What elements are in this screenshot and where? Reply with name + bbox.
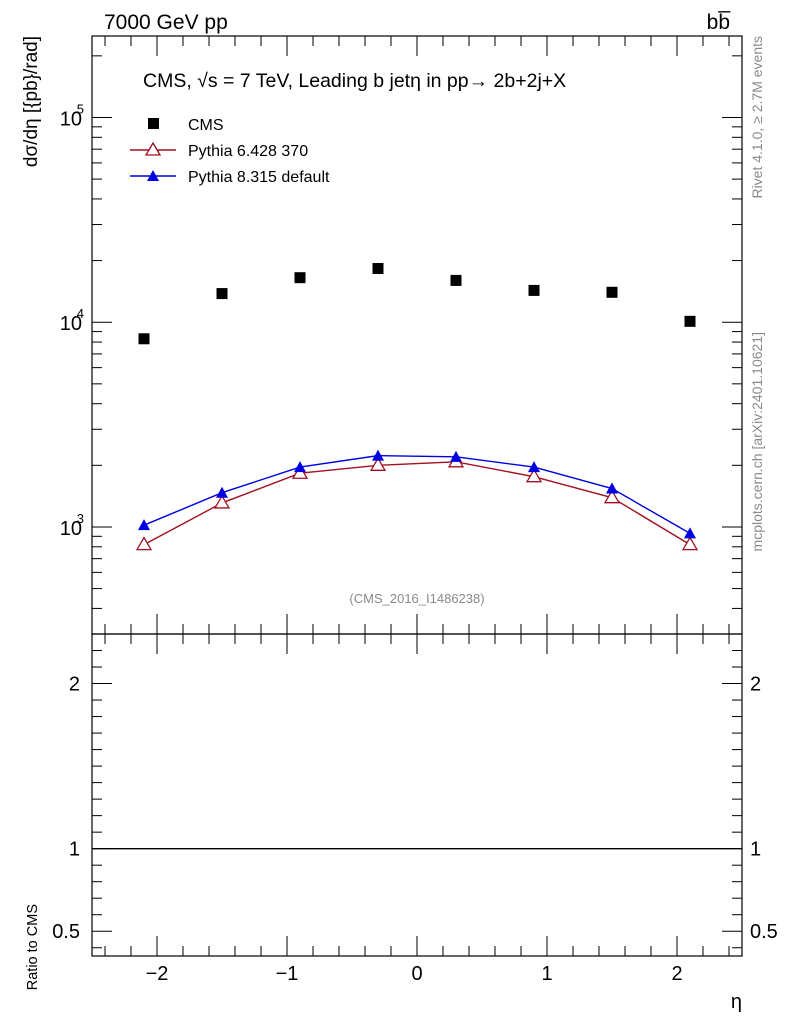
ratio-tick-label-right: 1 bbox=[750, 839, 761, 861]
y-axis-title: dσ/dη [{pb}/rad] bbox=[21, 36, 42, 167]
ratio-tick-label-left: 1 bbox=[69, 839, 80, 861]
legend: CMS Pythia 6.428 370 Pythia 8.315 defaul… bbox=[130, 117, 330, 186]
x-axis-ticks bbox=[104, 36, 730, 956]
data-point-pythia6 bbox=[135, 536, 153, 551]
data-point-cms bbox=[606, 286, 618, 298]
legend-marker-cms bbox=[148, 118, 159, 129]
y-tick-label: 10 bbox=[60, 313, 82, 335]
data-point-pythia8 bbox=[372, 449, 384, 461]
ratio-tick-label-left: 0.5 bbox=[52, 921, 80, 943]
header-right: bb̅ bbox=[707, 11, 732, 34]
series-layer bbox=[135, 262, 699, 551]
legend-marker-pythia8 bbox=[147, 170, 159, 181]
ratio-tick-label-right: 0.5 bbox=[750, 921, 778, 943]
y-tick-exponent: 3 bbox=[77, 511, 84, 526]
y-tick-label: 10 bbox=[60, 108, 82, 130]
analysis-watermark: (CMS_2016_I1486238) bbox=[349, 591, 484, 606]
data-point-pythia8 bbox=[138, 519, 150, 531]
ratio-axis-title: Ratio to CMS bbox=[25, 904, 41, 990]
y-tick-exponent: 5 bbox=[77, 101, 84, 116]
data-point-cms bbox=[528, 284, 540, 296]
data-point-pythia6 bbox=[525, 468, 543, 483]
x-tick-label: 2 bbox=[671, 963, 682, 985]
chart-title: CMS, √s = 7 TeV, Leading b jetη in pp→ 2… bbox=[143, 70, 566, 92]
ratio-tick-label-right: 2 bbox=[750, 674, 761, 696]
x-axis-title: η bbox=[731, 991, 742, 1013]
header-left: 7000 GeV pp bbox=[104, 11, 228, 34]
data-point-cms bbox=[216, 288, 228, 300]
data-point-pythia8 bbox=[294, 461, 306, 473]
x-tick-label: −2 bbox=[146, 963, 169, 985]
rivet-note: Rivet 4.1.0, ≥ 2.7M events bbox=[749, 36, 765, 199]
mcplots-note: mcplots.cern.ch [arXiv:2401.10621] bbox=[749, 332, 765, 551]
data-point-cms bbox=[372, 262, 384, 274]
ratio-tick-label-left: 2 bbox=[69, 674, 80, 696]
data-point-pythia8 bbox=[450, 450, 462, 462]
legend-label-pythia8: Pythia 8.315 default bbox=[188, 169, 330, 186]
data-point-pythia8 bbox=[216, 486, 228, 498]
data-point-cms bbox=[294, 272, 306, 284]
x-tick-label: 0 bbox=[411, 963, 422, 985]
data-point-pythia6 bbox=[291, 464, 309, 479]
y-tick-exponent: 4 bbox=[77, 306, 84, 321]
x-axis-tick-labels: −2 −1 0 1 2 bbox=[146, 963, 683, 985]
main-axis-ticks bbox=[92, 55, 742, 635]
data-point-pythia6 bbox=[603, 489, 621, 504]
x-tick-label: 1 bbox=[541, 963, 552, 985]
data-point-pythia8 bbox=[528, 461, 540, 473]
legend-label-pythia6: Pythia 6.428 370 bbox=[188, 143, 308, 160]
y-tick-label: 10 bbox=[60, 518, 82, 540]
data-point-pythia6 bbox=[369, 457, 387, 471]
data-point-cms bbox=[450, 274, 462, 286]
data-point-cms bbox=[138, 333, 150, 345]
x-tick-label: −1 bbox=[276, 963, 299, 985]
data-point-pythia8 bbox=[684, 527, 696, 539]
legend-label-cms: CMS bbox=[188, 117, 224, 134]
series-line-2 bbox=[143, 454, 691, 535]
ratio-plot-frame bbox=[91, 633, 743, 957]
series-line-1 bbox=[143, 461, 691, 546]
data-point-pythia6 bbox=[213, 494, 231, 509]
data-point-cms bbox=[684, 315, 696, 327]
data-point-pythia6 bbox=[681, 536, 699, 551]
ratio-axis-ticks bbox=[92, 633, 742, 949]
data-point-pythia8 bbox=[606, 482, 618, 494]
legend-marker-pythia6 bbox=[144, 141, 162, 156]
ratio-axis-tick-labels: 0.5 0.5 1 1 2 2 bbox=[52, 674, 778, 944]
